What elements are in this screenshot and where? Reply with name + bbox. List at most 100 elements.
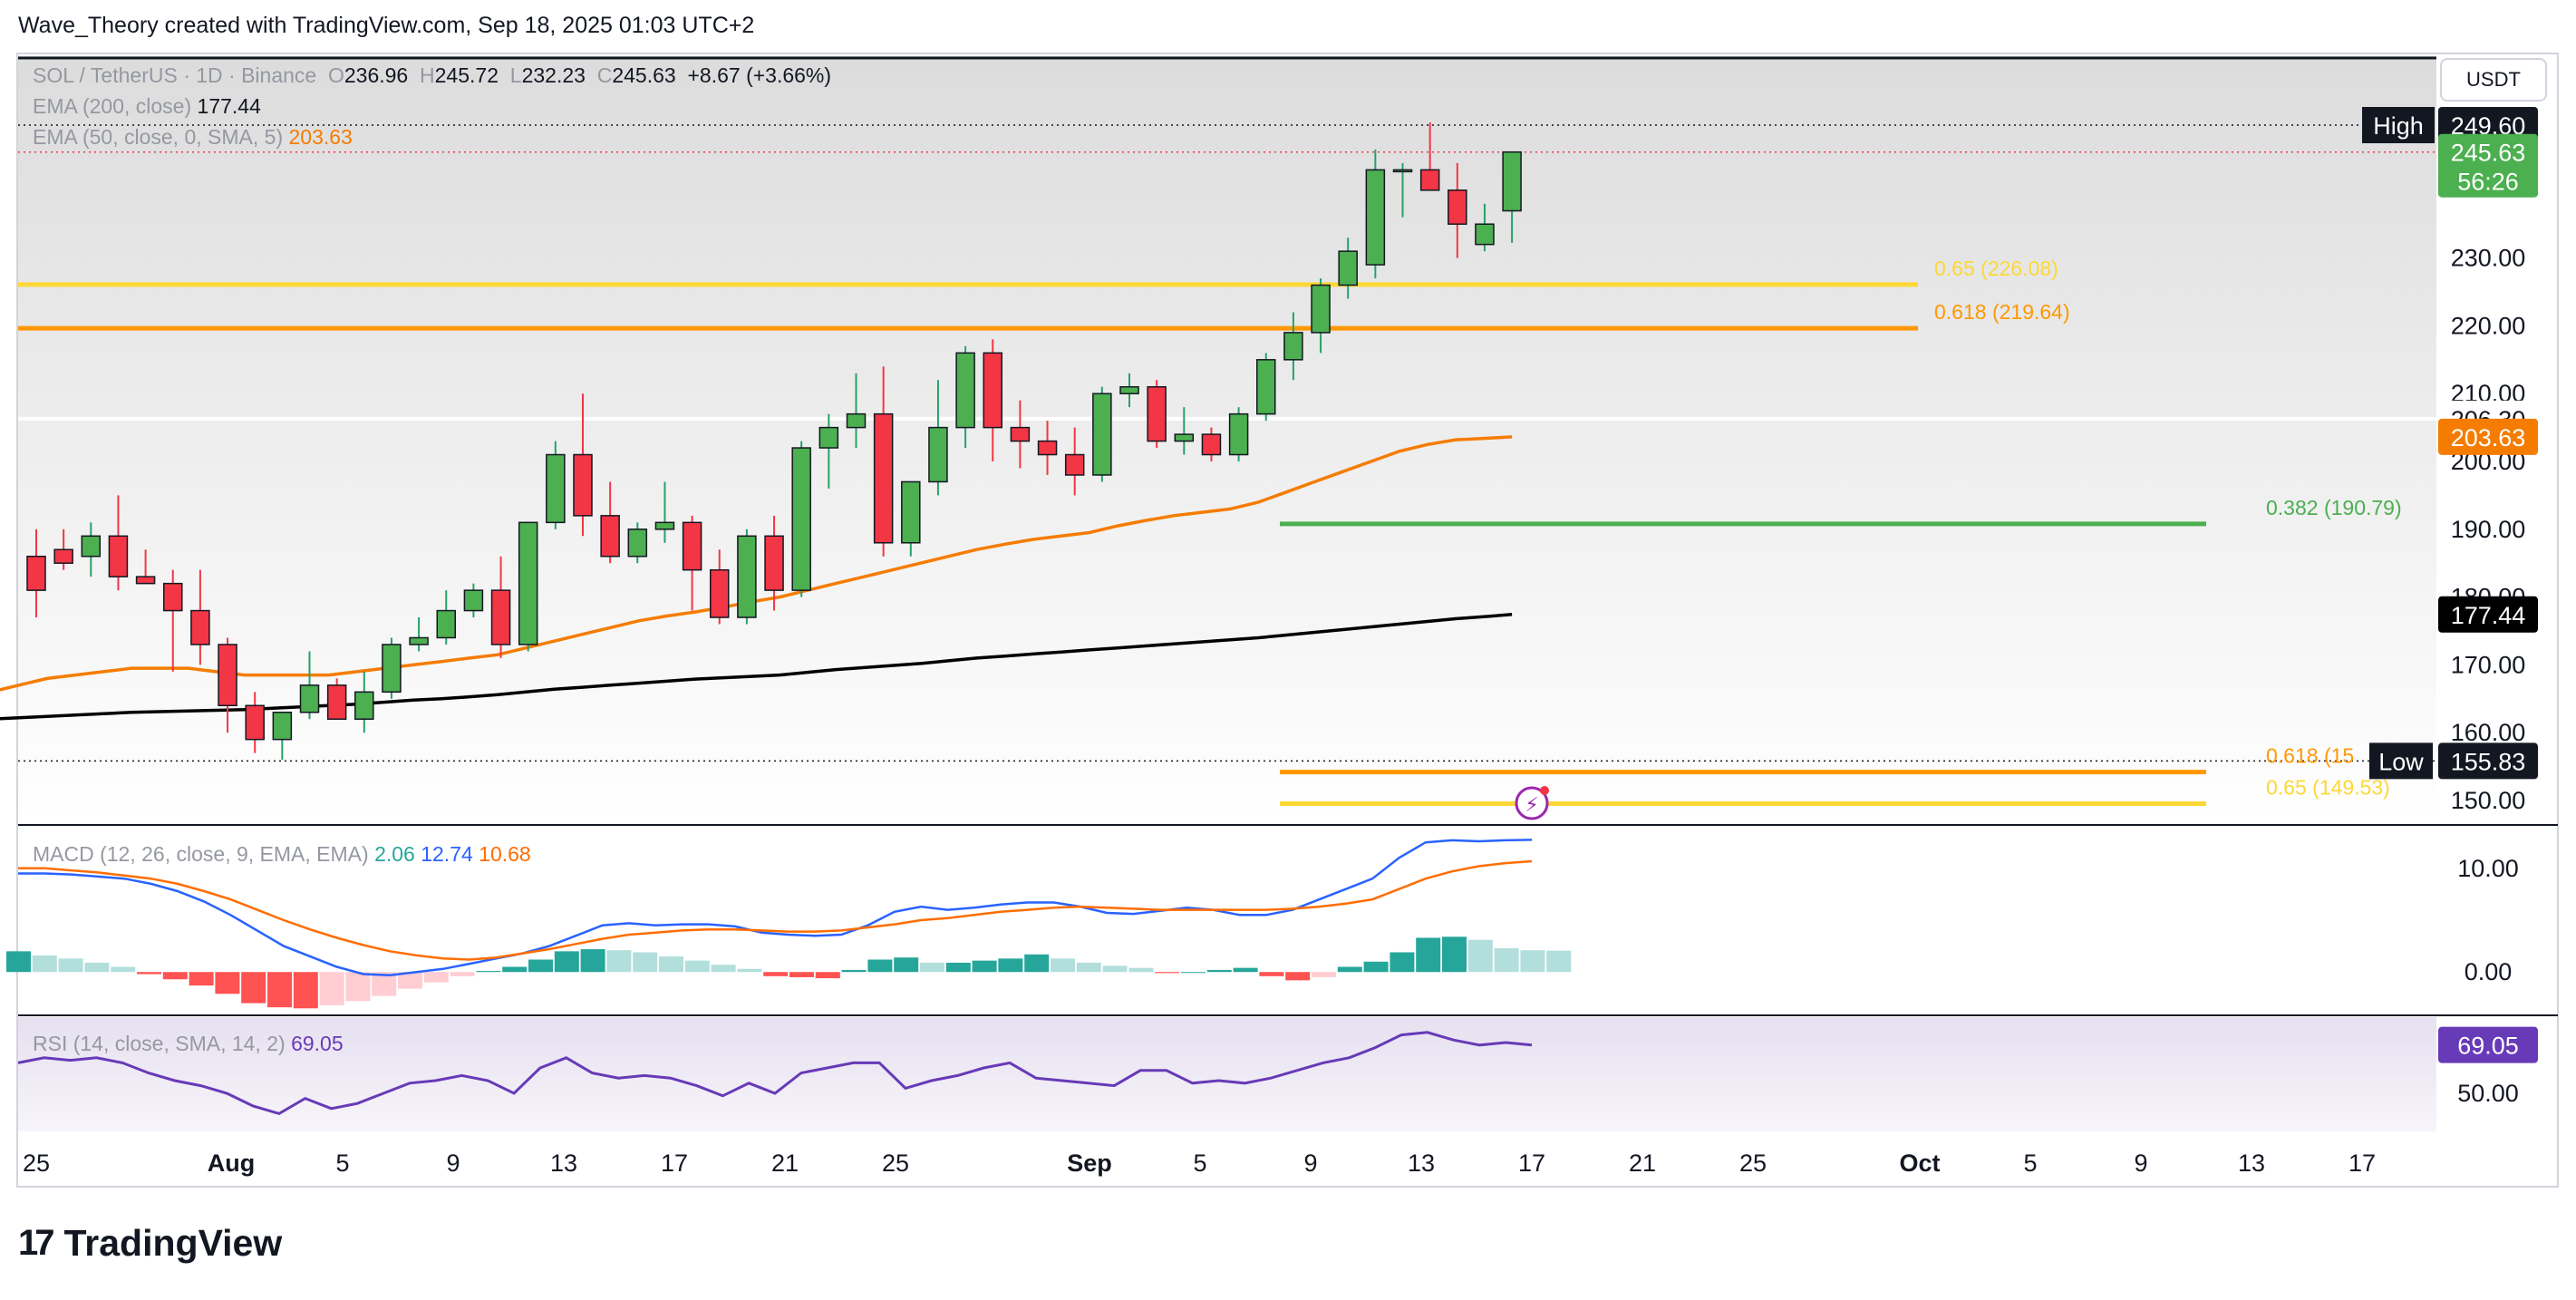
- candle-50: [1392, 169, 1413, 173]
- price-tick-220: 220.00: [2451, 312, 2526, 339]
- candle-34: [955, 352, 975, 429]
- x-tick-5: 17: [661, 1150, 688, 1177]
- legend-ema50[interactable]: EMA (50, close, 0, SMA, 5) 203.63: [33, 125, 353, 150]
- candle-7: [218, 644, 237, 707]
- tradingview-brand: TradingView: [63, 1222, 283, 1264]
- fib-label-4: 0.65 (149.53): [2266, 776, 2390, 800]
- macd-hist-bar-51: [1337, 966, 1362, 973]
- macd-hist-bar-57: [1494, 947, 1519, 973]
- candle-38: [1064, 453, 1085, 476]
- macd-hist-bar-2: [58, 958, 83, 973]
- macd-hist-bar-1: [32, 955, 57, 973]
- candle-20: [573, 453, 593, 517]
- x-tick-9: 5: [1193, 1150, 1206, 1177]
- candle-0: [26, 555, 46, 591]
- x-tick-18: 13: [2238, 1150, 2265, 1177]
- legend-ema200-value: 177.44: [197, 94, 261, 118]
- legend-rsi-value: 69.05: [291, 1032, 344, 1055]
- macd-hist-bar-19: [502, 966, 528, 973]
- macd-hist-bar-4: [111, 966, 136, 973]
- candle-42: [1174, 433, 1195, 442]
- legend-ema200-label: EMA (200, close): [33, 94, 192, 118]
- candle-52: [1448, 189, 1467, 225]
- macd-hist-bar-56: [1467, 939, 1493, 973]
- macd-hist-bar-26: [684, 960, 710, 973]
- candle-1: [53, 548, 73, 564]
- macd-hist-bar-32: [841, 969, 867, 973]
- legend-change: +8.67 (+3.66%): [687, 63, 832, 87]
- candle-35: [983, 352, 1002, 429]
- macd-hist-bar-12: [319, 972, 344, 1005]
- macd-hist-bar-36: [945, 962, 971, 973]
- candle-28: [791, 447, 811, 591]
- price-tick-170: 170.00: [2451, 651, 2526, 678]
- candle-27: [764, 535, 784, 591]
- ema200-price-tag-bg: [2438, 596, 2538, 633]
- candle-32: [901, 480, 921, 544]
- currency-button[interactable]: USDT: [2440, 58, 2547, 102]
- x-tick-10: 9: [1303, 1150, 1317, 1177]
- macd-hist-bar-20: [528, 959, 553, 973]
- candle-15: [436, 609, 456, 639]
- legend-ema50-label: EMA (50, close, 0, SMA, 5): [33, 125, 284, 149]
- legend-macd-signal: 10.68: [479, 842, 531, 866]
- candle-43: [1201, 433, 1222, 456]
- x-tick-15: Oct: [1899, 1150, 1940, 1177]
- candle-31: [873, 412, 894, 544]
- macd-hist-bar-21: [554, 951, 579, 973]
- macd-hist-bar-25: [659, 956, 683, 973]
- macd-hist-bar-53: [1390, 952, 1415, 973]
- macd-hist-bar-17: [450, 972, 475, 976]
- tradingview-logo[interactable]: 17 TradingView: [18, 1222, 282, 1265]
- ema50-price-tag: 203.63: [2451, 424, 2526, 451]
- chart-frame[interactable]: [16, 53, 2559, 1188]
- legend-ema200[interactable]: EMA (200, close) 177.44: [33, 94, 261, 119]
- candle-19: [546, 453, 566, 524]
- macd-tick-0: 0.00: [2465, 958, 2513, 985]
- main-pane-bg: [18, 56, 2436, 823]
- macd-hist-bar-35: [920, 962, 944, 973]
- candle-51: [1419, 169, 1440, 191]
- macd-hist-bar-27: [711, 965, 736, 973]
- macd-hist-bar-41: [1076, 962, 1101, 973]
- macd-hist-bar-0: [6, 951, 31, 973]
- legend-ema50-value: 203.63: [288, 125, 353, 149]
- legend-high-label: H: [420, 63, 435, 87]
- ema200-price-tag: 177.44: [2451, 602, 2526, 629]
- low-price-tag-bg: [2438, 742, 2538, 780]
- legend-macd[interactable]: MACD (12, 26, close, 9, EMA, EMA) 2.06 1…: [33, 842, 531, 867]
- candle-16: [463, 589, 484, 612]
- legend-symbol: SOL / TetherUS · 1D · Binance: [33, 63, 317, 87]
- ema200-line: [0, 613, 1513, 721]
- legend-low-label: L: [509, 63, 522, 87]
- legend-rsi[interactable]: RSI (14, close, SMA, 14, 2) 69.05: [33, 1032, 344, 1056]
- macd-hist-bar-50: [1312, 972, 1336, 977]
- legend-macd-hist: 2.06: [374, 842, 415, 866]
- legend-high: 245.72: [434, 63, 499, 87]
- x-tick-1: Aug: [208, 1150, 255, 1177]
- macd-hist-bar-33: [867, 959, 893, 973]
- candle-33: [928, 426, 948, 483]
- candle-47: [1311, 284, 1331, 334]
- candle-22: [627, 529, 648, 558]
- macd-hist-bar-59: [1546, 950, 1572, 973]
- legend-ohlc: SOL / TetherUS · 1D · Binance O236.96 H2…: [33, 63, 831, 88]
- macd-hist-bar-55: [1442, 936, 1467, 973]
- candle-10: [299, 684, 320, 713]
- fib-label-1: 0.618 (219.64): [1934, 300, 2070, 324]
- macd-hist-bar-54: [1416, 937, 1441, 973]
- legend-open-label: O: [327, 63, 344, 87]
- macd-hist-bar-38: [998, 958, 1023, 973]
- macd-hist-bar-13: [345, 972, 371, 1002]
- macd-hist-bar-22: [580, 949, 605, 973]
- candle-21: [600, 515, 620, 558]
- current-price-tag: 245.63: [2451, 140, 2526, 167]
- macd-hist-bar-44: [1155, 972, 1180, 974]
- macd-hist-bar-48: [1259, 972, 1284, 976]
- candle-46: [1283, 332, 1303, 361]
- legend-close: 245.63: [612, 63, 676, 87]
- macd-line: [18, 839, 1533, 976]
- macd-hist-bar-30: [789, 972, 814, 977]
- candle-41: [1147, 385, 1167, 442]
